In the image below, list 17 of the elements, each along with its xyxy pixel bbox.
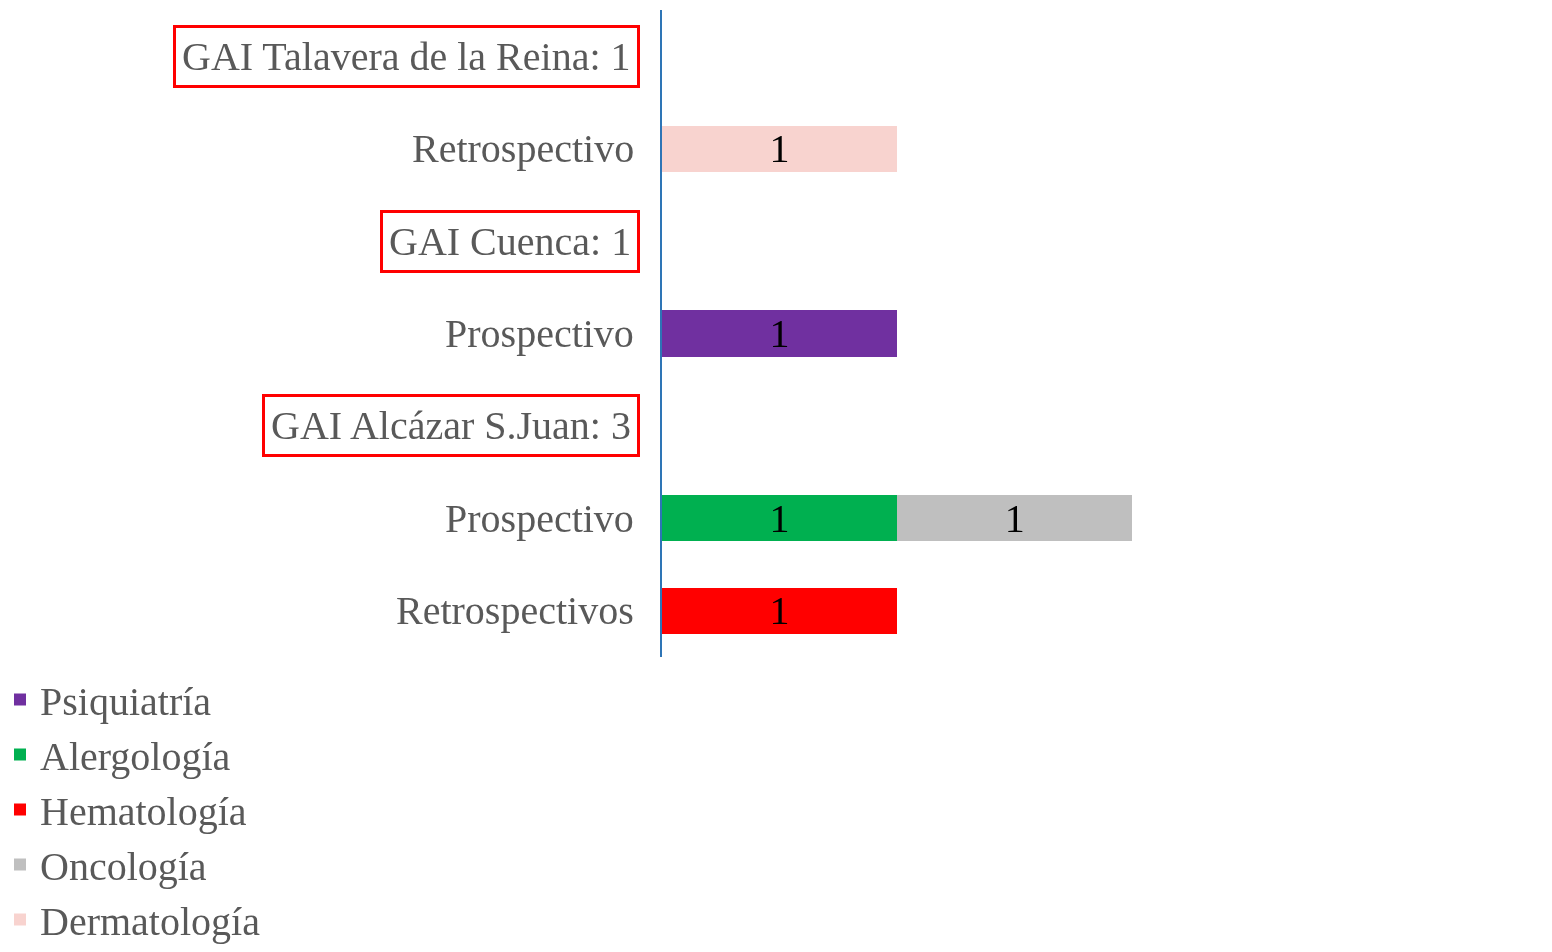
y-tick-label: GAI Cuenca: 1 bbox=[389, 219, 632, 264]
legend-label: Hematología bbox=[40, 789, 247, 835]
y-tick-label: Prospectivo bbox=[445, 496, 634, 541]
data-label: 1 bbox=[769, 495, 790, 541]
legend-label: Dermatología bbox=[40, 899, 261, 945]
y-tick-label: Retrospectivos bbox=[396, 588, 634, 633]
data-label: 1 bbox=[769, 126, 790, 172]
legend-label: Psiquiatría bbox=[40, 679, 212, 725]
legend-label: Oncología bbox=[40, 844, 207, 890]
legend-label: Alergología bbox=[40, 734, 231, 780]
y-tick-label: Retrospectivo bbox=[412, 126, 635, 171]
y-tick-label: GAI Alcázar S.Juan: 3 bbox=[271, 403, 631, 448]
data-label: 1 bbox=[1004, 495, 1025, 541]
data-label: 1 bbox=[769, 311, 790, 356]
data-label: 1 bbox=[769, 588, 790, 634]
y-tick-label: GAI Talavera de la Reina: 1 bbox=[182, 34, 631, 79]
y-tick-label: Prospectivo bbox=[445, 311, 634, 356]
